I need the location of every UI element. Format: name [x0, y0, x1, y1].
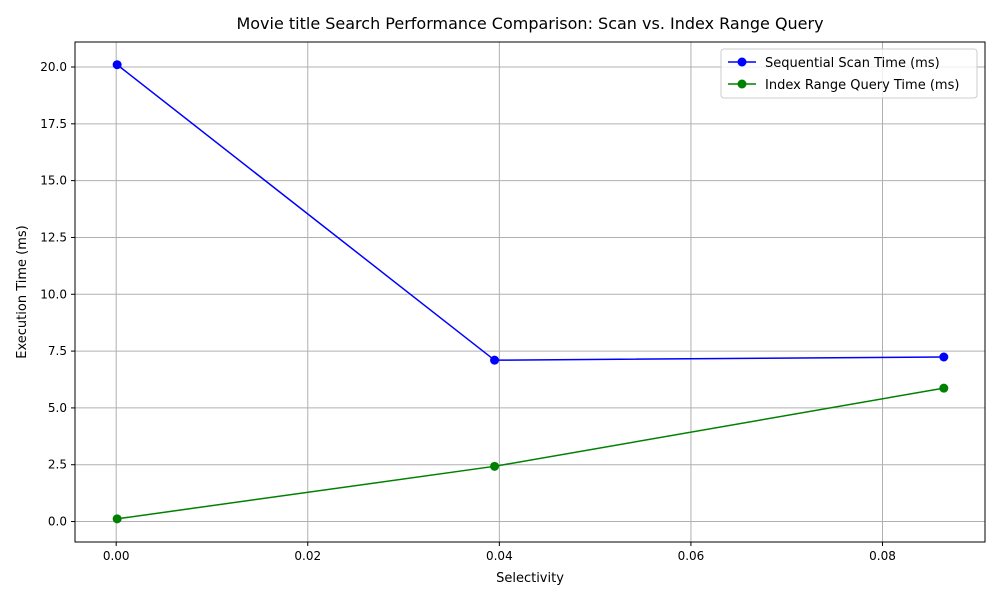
x-tick-label: 0.06	[678, 549, 705, 563]
y-tick-label: 7.5	[48, 344, 67, 358]
y-tick-label: 5.0	[48, 401, 67, 415]
x-tick-label: 0.00	[103, 549, 130, 563]
series-line-1	[116, 64, 944, 361]
data-point	[939, 383, 949, 393]
x-axis-ticks: 0.00 0.02 0.04 0.06 0.08	[103, 542, 896, 563]
legend-swatch-marker	[737, 79, 747, 89]
y-axis-label: Execution Time (ms)	[15, 225, 30, 358]
x-tick-label: 0.04	[486, 549, 513, 563]
y-tick-label: 2.5	[48, 458, 67, 472]
x-tick-label: 0.08	[869, 549, 896, 563]
legend: Sequential Scan Time (ms) Index Range Que…	[720, 48, 978, 99]
legend-label: Sequential Scan Time (ms)	[765, 56, 940, 71]
y-tick-label: 20.0	[40, 60, 67, 74]
series-layer	[112, 60, 949, 524]
data-point	[490, 355, 500, 365]
data-point	[939, 352, 949, 362]
y-tick-label: 17.5	[40, 117, 67, 131]
x-tick-label: 0.02	[294, 549, 321, 563]
data-point	[490, 461, 500, 471]
data-point	[112, 514, 122, 524]
y-axis-ticks: 0.0 2.5 5.0 7.5 10.0 12.5 15.0 17.5 20.0	[40, 60, 75, 529]
y-tick-label: 15.0	[40, 174, 67, 188]
y-tick-label: 0.0	[48, 515, 67, 529]
y-tick-label: 12.5	[40, 230, 67, 244]
data-point	[112, 60, 122, 70]
legend-label: Index Range Query Time (ms)	[765, 78, 959, 93]
legend-swatch-marker	[737, 57, 747, 67]
y-tick-label: 10.0	[40, 287, 67, 301]
plot-frame	[74, 41, 986, 543]
grid-lines	[75, 42, 985, 542]
legend-box	[720, 48, 978, 99]
chart-title: Movie title Search Performance Compariso…	[236, 14, 823, 33]
x-axis-label: Selectivity	[496, 571, 564, 586]
